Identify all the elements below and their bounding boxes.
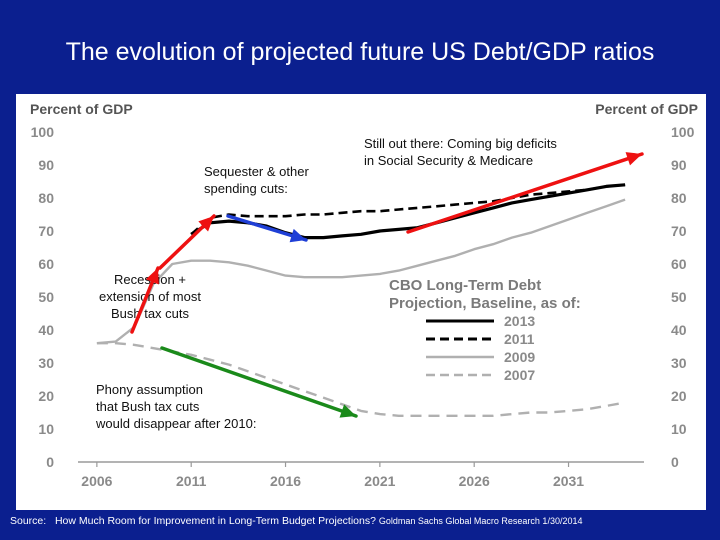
legend-label-2007: 2007 (504, 367, 535, 383)
arrow-phony-assumption-head (339, 404, 356, 418)
source-label: Source: (10, 515, 47, 527)
y-tick-left: 100 (31, 124, 55, 140)
y-tick-right: 70 (671, 223, 687, 239)
y-tick-right: 50 (671, 289, 687, 305)
arrow-rise-2011-head (198, 216, 214, 232)
source-publisher: Goldman Sachs Global Macro Research 1/30… (378, 516, 583, 526)
arrow-phony-assumption (160, 346, 358, 418)
x-tick-label: 2021 (364, 473, 395, 489)
y-tick-left: 60 (38, 256, 54, 272)
y-axis-title-right: Percent of GDP (595, 101, 698, 117)
y-tick-right: 30 (671, 355, 687, 371)
legend-label-2011: 2011 (504, 331, 535, 347)
legend-subtitle: Projection, Baseline, as of: (389, 295, 581, 312)
y-tick-left: 40 (38, 322, 54, 338)
y-tick-left: 50 (38, 289, 54, 305)
arrow-sequester-head (289, 228, 306, 243)
y-tick-right: 40 (671, 322, 687, 338)
annotation-still-out-there: Still out there: Coming big deficits in S… (364, 136, 557, 168)
y-tick-left: 0 (46, 454, 54, 470)
x-tick-label: 2031 (553, 473, 584, 489)
y-axis-title-left: Percent of GDP (30, 101, 133, 117)
x-tick-label: 2026 (459, 473, 490, 489)
y-tick-left: 70 (38, 223, 54, 239)
series-line-2011 (190, 183, 626, 236)
source-title: How Much Room for Improvement in Long-Te… (54, 515, 376, 527)
x-tick-label: 2006 (81, 473, 112, 489)
y-tick-right: 20 (671, 388, 687, 404)
series-line-2009 (96, 198, 626, 345)
y-tick-right: 0 (671, 454, 679, 470)
y-tick-left: 10 (38, 421, 54, 437)
y-tick-right: 100 (671, 124, 695, 140)
legend-label-2009: 2009 (504, 349, 535, 365)
y-tick-right: 60 (671, 256, 687, 272)
arrow-future-deficits (406, 152, 644, 234)
annotation-phony: Phony assumption that Bush tax cuts would … (95, 382, 256, 431)
y-tick-left: 80 (38, 190, 54, 206)
chart-panel: Percent of GDP Percent of GDP 0 0 10 10 20 20… (16, 94, 706, 510)
y-tick-right: 10 (671, 421, 687, 437)
series-line-2007 (96, 342, 626, 417)
y-tick-right: 80 (671, 190, 687, 206)
legend-title: CBO Long-Term Debt (389, 277, 541, 294)
slide-title: The evolution of projected future US Deb… (65, 38, 655, 66)
y-tick-right: 90 (671, 157, 687, 173)
arrow-future-deficits-head (625, 152, 642, 166)
arrow-recession-head (145, 268, 159, 285)
debt-gdp-chart: Percent of GDP Percent of GDP 0 0 10 10 20 20… (30, 101, 698, 489)
y-tick-left: 90 (38, 157, 54, 173)
y-tick-left: 20 (38, 388, 54, 404)
legend-label-2013: 2013 (504, 313, 535, 329)
source-footer: Source: How Much Room for Improvement in… (10, 515, 720, 527)
x-tick-label: 2016 (270, 473, 301, 489)
y-tick-left: 30 (38, 355, 54, 371)
x-tick-label: 2011 (176, 473, 207, 489)
annotation-sequester: Sequester & other spending cuts: (204, 164, 309, 196)
